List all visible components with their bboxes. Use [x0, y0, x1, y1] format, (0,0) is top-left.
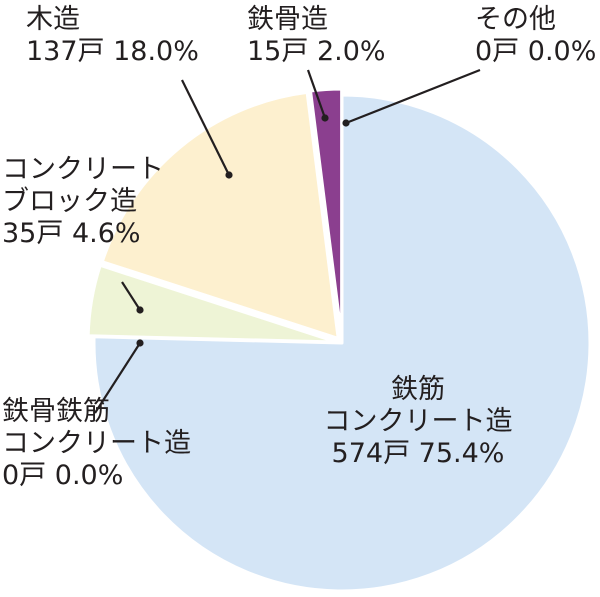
leader-lines	[94, 68, 481, 414]
leader-line-3	[121, 281, 141, 311]
leader-dot-4	[225, 171, 233, 179]
leader-dot-2	[136, 339, 144, 347]
leader-line-4	[181, 79, 230, 176]
pie-slice-5	[309, 87, 344, 339]
leader-dot-6	[342, 119, 350, 127]
slice-label-6: その他 0戸 0.0%	[475, 4, 596, 67]
leader-line-6	[345, 68, 481, 125]
slice-labels: 鉄筋コンクリート造 574戸 75.4% 鉄骨鉄筋コンクリート造 0戸 0.0% コンク…	[2, 4, 596, 491]
pie-slices	[86, 87, 592, 593]
slice-label-1: 鉄筋コンクリート造 574戸 75.4%	[324, 374, 513, 469]
pie-slice-3	[86, 263, 338, 344]
slice-label-2: 鉄骨鉄筋コンクリート造 0戸 0.0%	[2, 396, 191, 491]
leader-line-2	[94, 342, 141, 414]
pie-slice-1	[92, 93, 592, 593]
slice-label-3: コンクリートブロック造 35戸 4.6%	[2, 154, 164, 249]
slice-label-5: 鉄骨造 15戸 2.0%	[247, 4, 386, 67]
leader-line-5	[306, 69, 327, 119]
leader-dot-5	[321, 114, 329, 122]
pie-slice-4	[100, 90, 340, 340]
leader-dot-3	[136, 306, 144, 314]
slice-label-4: 木造 137戸 18.0%	[26, 4, 199, 67]
